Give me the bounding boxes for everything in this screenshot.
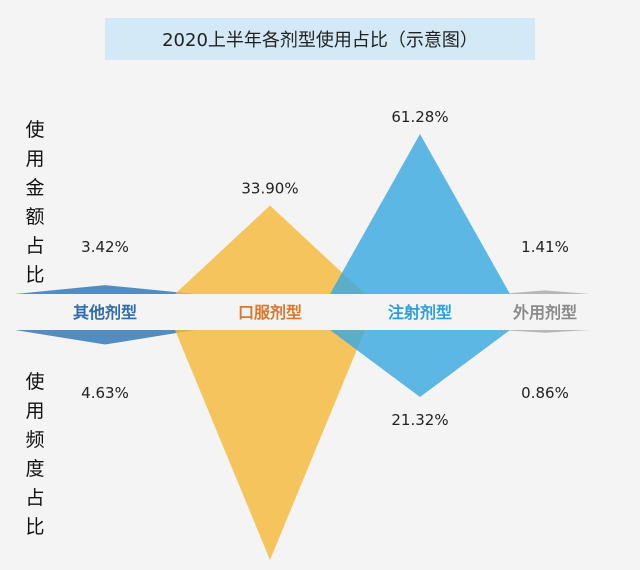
lower-side-label-char: 使	[25, 371, 44, 393]
lower-triangle-other	[15, 330, 195, 345]
upper-side-label-char: 比	[25, 264, 44, 286]
upper-side-label-char: 额	[25, 206, 44, 228]
lower-triangle-topical	[500, 330, 590, 333]
lower-triangle-injection	[330, 330, 510, 398]
upper-triangle-oral	[175, 205, 365, 294]
chart-title: 2020上半年各剂型使用占比（示意图）	[162, 30, 478, 51]
upper-triangle-other	[15, 285, 195, 294]
upper-value-topical: 1.41%	[521, 238, 569, 256]
lower-value-other: 4.63%	[81, 384, 129, 402]
lower-value-topical: 0.86%	[521, 384, 569, 402]
lower-side-label-char: 频	[25, 429, 44, 451]
lower-value-injection: 21.32%	[391, 411, 448, 429]
upper-triangle-topical	[500, 290, 590, 294]
upper-side-label-char: 用	[25, 148, 44, 170]
category-label-injection: 注射剂型	[388, 303, 452, 322]
lower-side-label-char: 度	[25, 458, 44, 480]
chart-shapes	[15, 134, 590, 560]
lower-side-label-char: 占	[25, 487, 44, 509]
chart-labels: 其他剂型3.42%4.63%口服剂型33.90%73.18%注射剂型61.28%…	[73, 108, 577, 429]
title-box	[105, 18, 535, 60]
upper-triangle-injection	[330, 134, 510, 294]
upper-side-label-char: 占	[25, 235, 44, 257]
upper-value-oral: 33.90%	[241, 179, 298, 197]
upper-side-label-char: 金	[25, 177, 44, 199]
upper-side-label-char: 使	[25, 119, 44, 141]
category-label-topical: 外用剂型	[512, 303, 577, 322]
category-label-oral: 口服剂型	[238, 303, 302, 322]
category-band	[0, 294, 640, 330]
upper-value-injection: 61.28%	[391, 108, 448, 126]
category-label-other: 其他剂型	[73, 303, 137, 322]
lower-side-label-char: 用	[25, 400, 44, 422]
lower-side-label-char: 比	[25, 516, 44, 538]
lower-triangle-oral	[175, 330, 365, 560]
upper-value-other: 3.42%	[81, 238, 129, 256]
